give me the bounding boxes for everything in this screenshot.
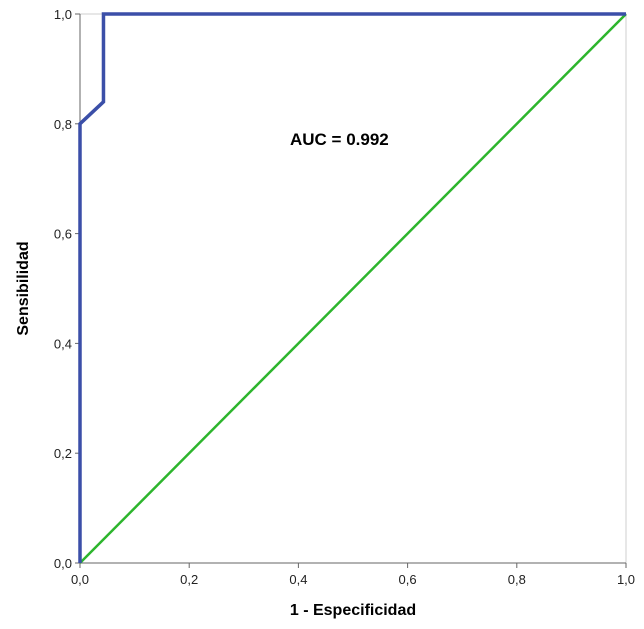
y-tick-label: 0,2 [54, 446, 72, 461]
y-axis-title: Sensibilidad [15, 241, 32, 335]
x-tick-label: 0,8 [508, 572, 526, 587]
y-tick-label: 0,8 [54, 117, 72, 132]
x-tick-label: 0,0 [71, 572, 89, 587]
x-tick-label: 0,6 [399, 572, 417, 587]
roc-curve-line [78, 12, 626, 563]
reference-diagonal-line [79, 13, 627, 564]
y-tick-label: 0,4 [54, 336, 72, 351]
x-axis-title: 1 - Especificidad [290, 602, 416, 619]
x-tick-label: 0,2 [180, 572, 198, 587]
y-tick-label: 0,0 [54, 556, 72, 571]
labels-layer: AUC = 0.992 1 - Especificidad Sensibilid… [15, 130, 416, 619]
x-tick-label: 1,0 [617, 572, 635, 587]
y-tick-label: 1,0 [54, 7, 72, 22]
y-tick-label: 0,6 [54, 227, 72, 242]
series-layer [78, 12, 627, 564]
auc-annotation: AUC = 0.992 [290, 130, 389, 149]
x-tick-label: 0,4 [289, 572, 307, 587]
